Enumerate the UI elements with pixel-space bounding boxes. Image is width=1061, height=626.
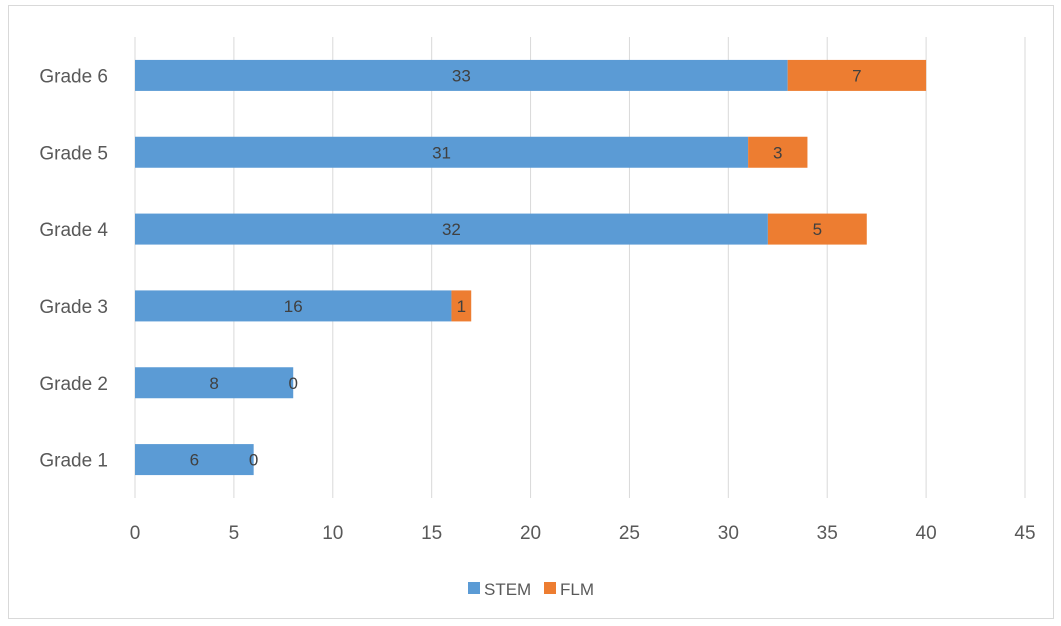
data-label-stem: 32	[442, 220, 461, 239]
data-label-flm: 3	[773, 143, 782, 162]
data-label-flm: 0	[288, 374, 297, 393]
data-label-stem: 33	[452, 66, 471, 85]
x-tick-label: 0	[130, 523, 141, 544]
category-label: Grade 4	[39, 220, 108, 241]
x-tick-label: 5	[229, 523, 240, 544]
category-label: Grade 5	[39, 143, 108, 164]
x-tick-label: 45	[1014, 523, 1035, 544]
bars	[135, 59, 927, 476]
bar-flm-4	[767, 213, 867, 245]
data-label-flm: 1	[457, 297, 466, 316]
legend-swatch-flm	[544, 582, 556, 594]
legend-label-flm: FLM	[560, 580, 594, 599]
bar-flm-5	[748, 136, 808, 168]
category-label: Grade 1	[39, 451, 108, 472]
bar-stem-2	[135, 367, 294, 399]
bar-flm-6	[787, 59, 927, 91]
data-label-flm: 0	[249, 451, 258, 470]
category-label: Grade 3	[39, 297, 108, 318]
x-tick-label: 35	[817, 523, 838, 544]
x-tick-label: 25	[619, 523, 640, 544]
gridlines	[134, 37, 1026, 498]
category-label: Grade 2	[39, 374, 108, 395]
x-tick-label: 30	[718, 523, 739, 544]
bar-stem-4	[135, 213, 768, 245]
legend: STEM FLM	[468, 580, 594, 599]
x-tick-label: 40	[916, 523, 937, 544]
bar-stem-1	[135, 444, 254, 476]
legend-label-stem: STEM	[484, 580, 531, 599]
data-label-stem: 8	[209, 374, 218, 393]
x-tick-label: 10	[322, 523, 343, 544]
data-label-flm: 5	[813, 220, 822, 239]
x-tick-label: 20	[520, 523, 541, 544]
data-label-stem: 31	[432, 143, 451, 162]
bar-flm-3	[451, 290, 472, 322]
x-tick-label: 15	[421, 523, 442, 544]
category-label: Grade 6	[39, 66, 108, 87]
legend-swatch-stem	[468, 582, 480, 594]
bar-stem-6	[135, 59, 788, 91]
data-label-flm: 7	[852, 66, 861, 85]
bar-stem-5	[135, 136, 749, 168]
data-label-stem: 6	[190, 451, 199, 470]
data-labels: 6 08 016 132 531 333 7	[190, 66, 862, 469]
bar-stem-3	[135, 290, 452, 322]
data-label-stem: 16	[284, 297, 303, 316]
